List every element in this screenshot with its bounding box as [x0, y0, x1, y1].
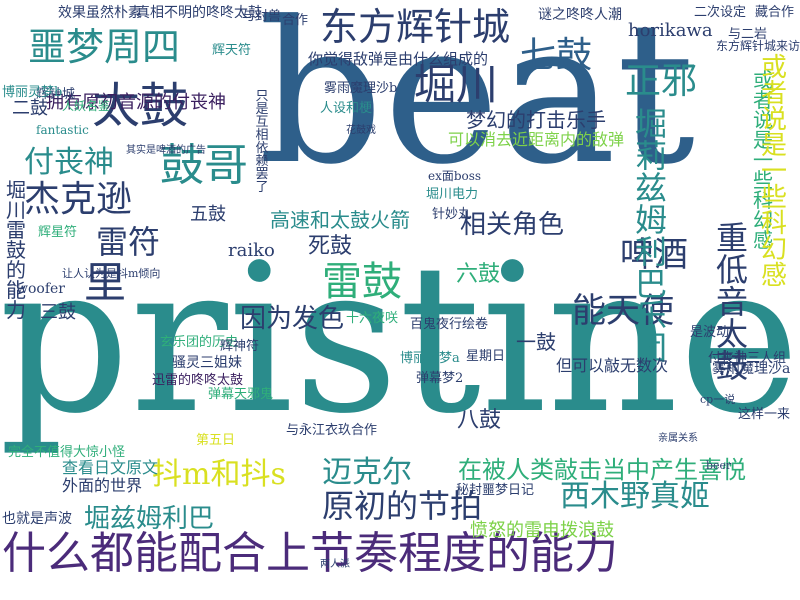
- word-renshe: 人设和梗: [320, 101, 373, 116]
- word-maikeer: 迈克尔: [322, 455, 412, 490]
- word-woofer: woofer: [16, 281, 65, 297]
- word-wuyu-a: 雾雨魔理沙a: [712, 361, 791, 377]
- word-zhongdiyin: 或者说是一些科幻感: [753, 68, 773, 252]
- word-qinshu: 亲属关系: [658, 433, 698, 444]
- word-kehuan: 或者说是一些科幻感: [760, 53, 787, 291]
- word-yongyou: 拥有原初音源的付丧神: [46, 92, 226, 113]
- word-xunlei: 迅雷的咚咚太鼓: [152, 373, 244, 388]
- word-wugu: 五鼓: [190, 204, 226, 225]
- word-shengbo: 也就是声波: [2, 511, 72, 527]
- word-huixingfu: 辉星符: [38, 225, 78, 240]
- word-mizhi: 谜之咚咚人潮: [538, 7, 622, 23]
- word-diwuri: 第五日: [196, 433, 236, 448]
- word-laifang: 东方辉针城来访: [715, 39, 800, 53]
- word-sanrenzu: 付丧神三人组: [708, 351, 787, 366]
- word-saoling: 骚灵三姐妹: [172, 355, 242, 371]
- word-beat: beat: [258, 0, 696, 208]
- word-pristine: pristine: [0, 221, 800, 459]
- word-xuanyue: 玄乐团的历史: [160, 335, 239, 350]
- word-bagu: 八鼓: [457, 408, 502, 433]
- word-wushu: 但可以敲无数次: [556, 356, 669, 375]
- word-boli-b: 博丽灵梦b: [2, 85, 63, 100]
- word-erci: 二次设定: [694, 5, 747, 20]
- word-exboss: ex面boss: [428, 169, 482, 183]
- word-jackson: 杰克逊: [24, 179, 133, 220]
- word-huizhencheng: 东方辉针城: [320, 5, 511, 49]
- word-fantastic: fantastic: [36, 123, 89, 137]
- word-horikawa-en: horikawa: [628, 20, 713, 41]
- word-chakan: 查看日文原文: [62, 458, 159, 477]
- word-shiliuye: 十六夜咲: [346, 311, 399, 326]
- word-hezuo: 合作: [282, 13, 309, 28]
- word-taigu: 太鼓: [92, 78, 189, 134]
- word-liugu: 六鼓: [456, 262, 501, 287]
- word-sangu: 三鼓: [40, 302, 76, 323]
- word-yuanchu: 原初的节拍: [322, 487, 483, 525]
- word-dandan: 你觉得敌弹是由什么组成的: [308, 50, 489, 68]
- word-zhenxiang: 真相不明的咚咚太鼓: [136, 5, 262, 21]
- word-yinweifase: 因为发色: [240, 304, 345, 334]
- word-pijiu: 啤酒: [620, 235, 688, 275]
- word-ergu: 二鼓: [12, 98, 48, 119]
- word-liangren: 两人派: [320, 559, 350, 570]
- word-qigu: 七鼓: [520, 35, 593, 76]
- word-doum: 抖m和抖s: [152, 457, 286, 492]
- word-mifeng: 秘封噩梦日记: [456, 483, 535, 498]
- word-shengcun: 相关角色: [460, 210, 565, 240]
- word-sigu: 死鼓: [308, 234, 353, 259]
- word-bodong: 是波动: [690, 325, 730, 340]
- word-emeng: 噩梦周四: [28, 25, 181, 69]
- word-danmu2: 弹幕梦2: [416, 371, 464, 386]
- word-nengli: 什么都能配合上节奏程度的能力: [2, 528, 618, 579]
- word-nishikino: 西木野真姬: [560, 479, 710, 514]
- word-horikawa-cn: 堀川: [414, 60, 499, 109]
- word-beer: beer: [706, 459, 732, 472]
- word-tianxie: 弹幕天邪鬼: [208, 387, 274, 402]
- word-yongjiang: 与永江衣玖合作: [286, 423, 378, 438]
- word-waimian: 外面的世界: [62, 476, 143, 495]
- word-cp: cp一说: [700, 393, 736, 406]
- word-nengtianshi: 能天使: [572, 291, 674, 331]
- word-zhenmiaowan: 针妙丸: [432, 207, 472, 222]
- word-huagu: 花鼓戏: [346, 125, 376, 136]
- word-renyao: 人妖名鉴: [62, 99, 111, 113]
- word-zhengxie: 正邪: [625, 61, 698, 102]
- word-yuery: 与二岩: [728, 27, 768, 42]
- word-gaosu: 高速和太鼓火箭: [270, 208, 410, 232]
- word-huitianfu: 辉天符: [212, 43, 252, 58]
- word-yigu: 一鼓: [516, 330, 556, 354]
- word-wuyu-b: 雾雨魔理沙b: [324, 81, 398, 96]
- word-doumqx: 让人认为是抖m倾向: [62, 267, 161, 280]
- word-baigui: 百鬼夜行绘卷: [410, 317, 489, 332]
- word-guanggao: 其实是啤酒的广告: [126, 145, 206, 156]
- word-canghezuo: 藏合作: [755, 5, 795, 20]
- word-leigu: 雷鼓: [322, 259, 402, 305]
- word-fusangshen: 付丧神: [24, 145, 114, 180]
- word-xingqiri: 星期日: [466, 349, 506, 364]
- word-huishenfu: 辉神符: [220, 339, 260, 354]
- word-menghuan: 梦幻的打击乐手: [466, 108, 606, 132]
- word-guge: 鼓哥: [160, 140, 248, 191]
- word-leifu: 雷符: [96, 223, 161, 261]
- word-xiyue: 在被人类敲击当中产生喜悦: [458, 456, 746, 484]
- word-yuetuan: 堀莉兹姆利巴乐团: [634, 105, 667, 367]
- word-zheyang: 这样一来: [738, 407, 791, 422]
- word-wanquan: 完全不值得大惊小怪: [8, 445, 126, 460]
- word-xiaoguo: 效果虽然朴素: [58, 5, 142, 21]
- word-yufengshou: 与封兽: [242, 9, 282, 24]
- word-huizhen2: 辉针城: [36, 87, 76, 102]
- word-raiko: raiko: [228, 240, 275, 261]
- word-xiaoqu: 可以消去近距离内的敌弹: [448, 130, 625, 149]
- word-nengli-v: 堀川雷鼓的能力: [6, 178, 26, 322]
- word-dianli: 堀川电力: [426, 187, 479, 202]
- word-boli-a: 博丽灵梦a: [400, 351, 460, 366]
- word-li: 里: [84, 258, 127, 307]
- word-fennu: 愤怒的雷电拨浪鼓: [470, 520, 614, 541]
- word-horizmuliba: 堀兹姆利巴: [84, 504, 215, 534]
- word-xiangguan: 重低音太鼓: [715, 219, 748, 385]
- word-yuanhui: 只是互相依赖罢了: [255, 89, 269, 195]
